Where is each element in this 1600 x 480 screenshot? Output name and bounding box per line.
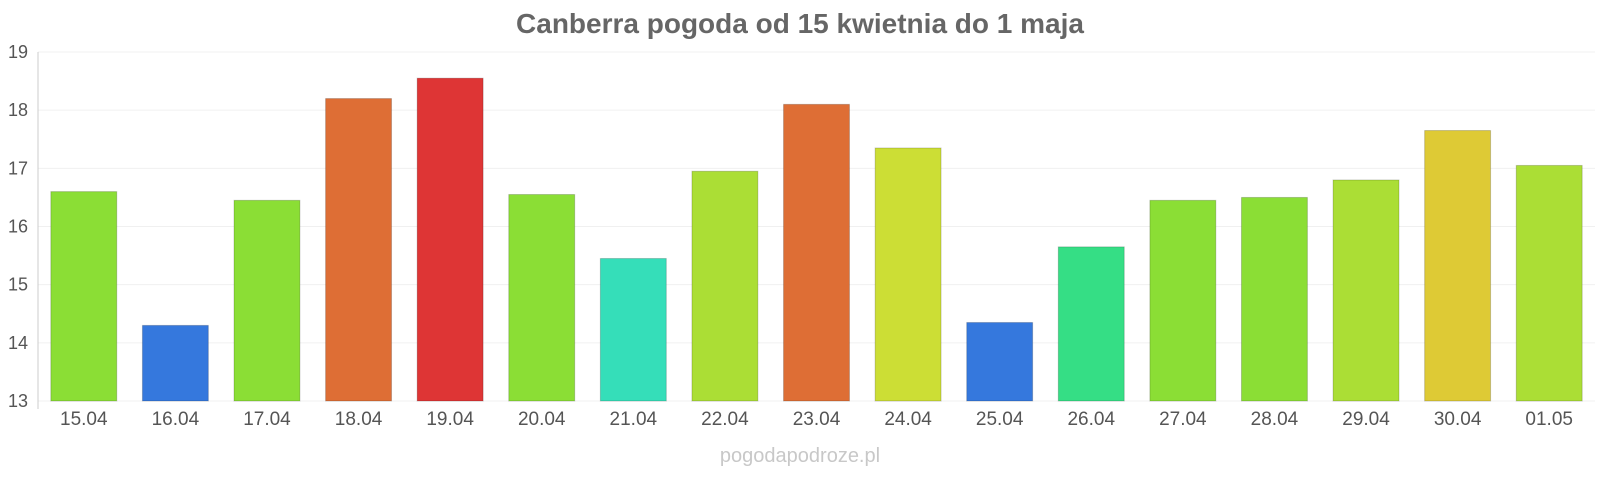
x-tick-label: 21.04 (610, 409, 658, 430)
x-tick-label: 26.04 (1067, 409, 1115, 430)
x-tick-label: 23.04 (793, 409, 841, 430)
x-tick-label: 24.04 (884, 409, 932, 430)
bar-24.04 (874, 147, 942, 402)
x-tick-label: 17.04 (243, 409, 291, 430)
x-tick-label: 25.04 (976, 409, 1024, 430)
bar-25.04 (966, 321, 1034, 402)
bars (50, 77, 1583, 402)
bar-28.04 (1240, 196, 1308, 402)
x-tick-label: 20.04 (518, 409, 566, 430)
y-tick-label: 17 (8, 158, 28, 178)
x-tick-label: 16.04 (152, 409, 200, 430)
x-tick-label: 29.04 (1342, 409, 1390, 430)
y-tick-label: 19 (8, 42, 28, 62)
bar-20.04 (508, 194, 576, 402)
bar-17.04 (233, 199, 301, 402)
bar-19.04 (416, 77, 484, 402)
bar-30.04 (1424, 130, 1492, 402)
bar-22.04 (691, 170, 759, 402)
bar-26.04 (1057, 246, 1125, 402)
x-tick-label: 18.04 (335, 409, 383, 430)
bar-21.04 (599, 257, 667, 402)
y-axis: 13 14 15 16 17 18 19 (8, 42, 39, 411)
x-tick-label: 22.04 (701, 409, 749, 430)
x-axis: 15.04 16.04 17.04 18.04 19.04 20.04 21.04 22.04… (60, 409, 1573, 430)
x-tick-label: 19.04 (426, 409, 474, 430)
x-tick-label: 27.04 (1159, 409, 1207, 430)
y-tick-label: 13 (8, 391, 28, 411)
x-tick-label: 15.04 (60, 409, 108, 430)
bar-29.04 (1332, 179, 1400, 402)
x-tick-label: 01.05 (1525, 409, 1573, 430)
bar-18.04 (325, 98, 393, 402)
watermark: pogodapodroze.pl (720, 445, 880, 467)
x-tick-label: 30.04 (1434, 409, 1482, 430)
y-tick-label: 16 (8, 217, 28, 237)
bar-01.05 (1515, 164, 1583, 402)
y-tick-label: 18 (8, 100, 28, 120)
bar-15.04 (50, 191, 118, 402)
chart-title: Canberra pogoda od 15 kwietnia do 1 maja (516, 8, 1084, 39)
bar-27.04 (1149, 199, 1217, 402)
x-tick-label: 28.04 (1251, 409, 1299, 430)
bar-23.04 (783, 103, 850, 402)
y-tick-label: 14 (8, 333, 28, 353)
y-tick-label: 15 (8, 275, 28, 295)
bar-16.04 (141, 324, 209, 402)
